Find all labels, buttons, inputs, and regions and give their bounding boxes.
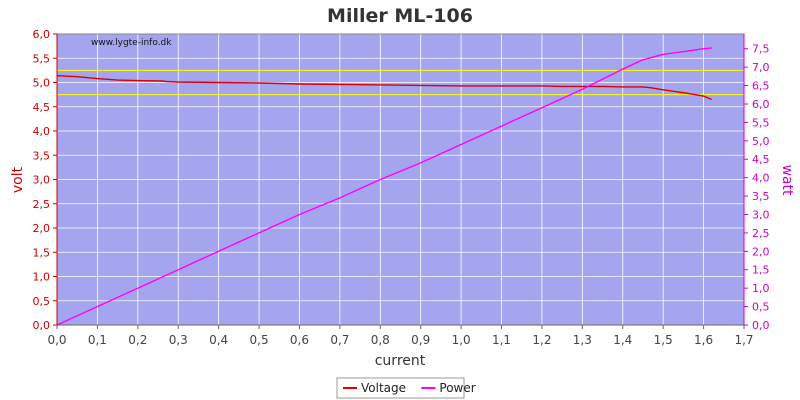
legend-box — [336, 377, 465, 399]
y-right-tick-label: 4,5 — [752, 153, 770, 166]
legend-label-voltage: Voltage — [361, 381, 406, 395]
chart-title: Miller ML-106 — [327, 5, 473, 27]
x-tick-label: 0,1 — [88, 333, 107, 347]
x-tick-label: 0,5 — [250, 333, 269, 347]
y-right-tick-label: 0,5 — [752, 301, 770, 314]
y-left-tick-label: 0,0 — [33, 319, 51, 332]
legend-label-power: Power — [439, 381, 475, 395]
y-right-tick-label: 6,5 — [752, 80, 770, 93]
x-tick-label: 0,4 — [209, 333, 228, 347]
y-right-tick-label: 3,0 — [752, 208, 770, 221]
y-left-tick-label: 1,5 — [33, 246, 51, 259]
x-tick-label: 0,6 — [290, 333, 309, 347]
reference-lines — [57, 69, 744, 96]
x-tick-label: 1,3 — [573, 333, 592, 347]
y-left-axis-label: volt — [10, 166, 26, 193]
y-right-tick-label: 1,5 — [752, 264, 770, 277]
y-right-tick-label: 1,0 — [752, 282, 770, 295]
y-right-tick-label: 0,0 — [752, 319, 770, 332]
y-right-tick-label: 2,5 — [752, 227, 770, 240]
x-tick-label: 1,6 — [694, 333, 713, 347]
y-left-tick-label: 4,0 — [33, 125, 51, 138]
y-left-tick-label: 5,0 — [33, 77, 51, 90]
y-left-tick-label: 2,5 — [33, 198, 51, 211]
x-tick-label: 0,9 — [411, 333, 430, 347]
x-tick-label: 1,7 — [734, 333, 753, 347]
y-right-tick-label: 7,0 — [752, 61, 770, 74]
x-tick-label: 1,1 — [492, 333, 511, 347]
y-right-tick-label: 3,5 — [752, 190, 770, 203]
y-left-tick-label: 3,5 — [33, 149, 51, 162]
x-tick-label: 1,4 — [613, 333, 632, 347]
y-left-tick-label: 0,5 — [33, 295, 51, 308]
x-axis-label: current — [375, 353, 426, 369]
y-right-tick-label: 4,0 — [752, 172, 770, 185]
x-tick-label: 1,2 — [532, 333, 551, 347]
y-left-tick-label: 4,5 — [33, 101, 51, 114]
y-left-tick-label: 5,5 — [33, 52, 51, 65]
x-tick-label: 1,5 — [654, 333, 673, 347]
y-right-axis-ticks: 0,0 0,5 1,0 1,5 2,0 2,5 3,0 3,5 4,0 4,5 5,0 5,5 6,0 6… — [744, 43, 770, 332]
y-left-tick-label: 1,0 — [33, 271, 51, 284]
series-line-voltage — [56, 75, 712, 101]
watermark-text: www.lygte-info.dk — [91, 38, 172, 48]
y-right-tick-label: 7,5 — [752, 43, 770, 56]
y-right-axis-label: watt — [779, 164, 795, 196]
x-axis-ticks: 0,0 0,1 0,2 0,3 0,4 0,5 0,6 0,7 0,8 0,9 1,0 1,1 1,2 1… — [47, 325, 754, 347]
x-tick-label: 0,2 — [128, 333, 147, 347]
series-layer — [56, 47, 712, 326]
y-right-tick-label: 6,0 — [752, 98, 770, 111]
legend: Voltage Power — [336, 377, 476, 399]
y-right-tick-label: 5,5 — [752, 116, 770, 129]
x-tick-label: 0,3 — [169, 333, 188, 347]
y-left-tick-label: 6,0 — [33, 28, 51, 41]
y-left-tick-label: 2,0 — [33, 222, 51, 235]
y-left-tick-label: 3,0 — [33, 174, 51, 187]
series-line-power — [56, 47, 712, 326]
x-tick-label: 0,0 — [47, 333, 66, 347]
y-left-axis-ticks: 0,0 0,5 1,0 1,5 2,0 2,5 3,0 3,5 4,0 4,5 5,0 5,5 6,0 — [33, 28, 57, 332]
x-tick-label: 1,0 — [452, 333, 471, 347]
x-tick-label: 0,8 — [371, 333, 390, 347]
y-right-tick-label: 2,0 — [752, 245, 770, 258]
y-right-tick-label: 5,0 — [752, 135, 770, 148]
x-tick-label: 0,7 — [330, 333, 349, 347]
